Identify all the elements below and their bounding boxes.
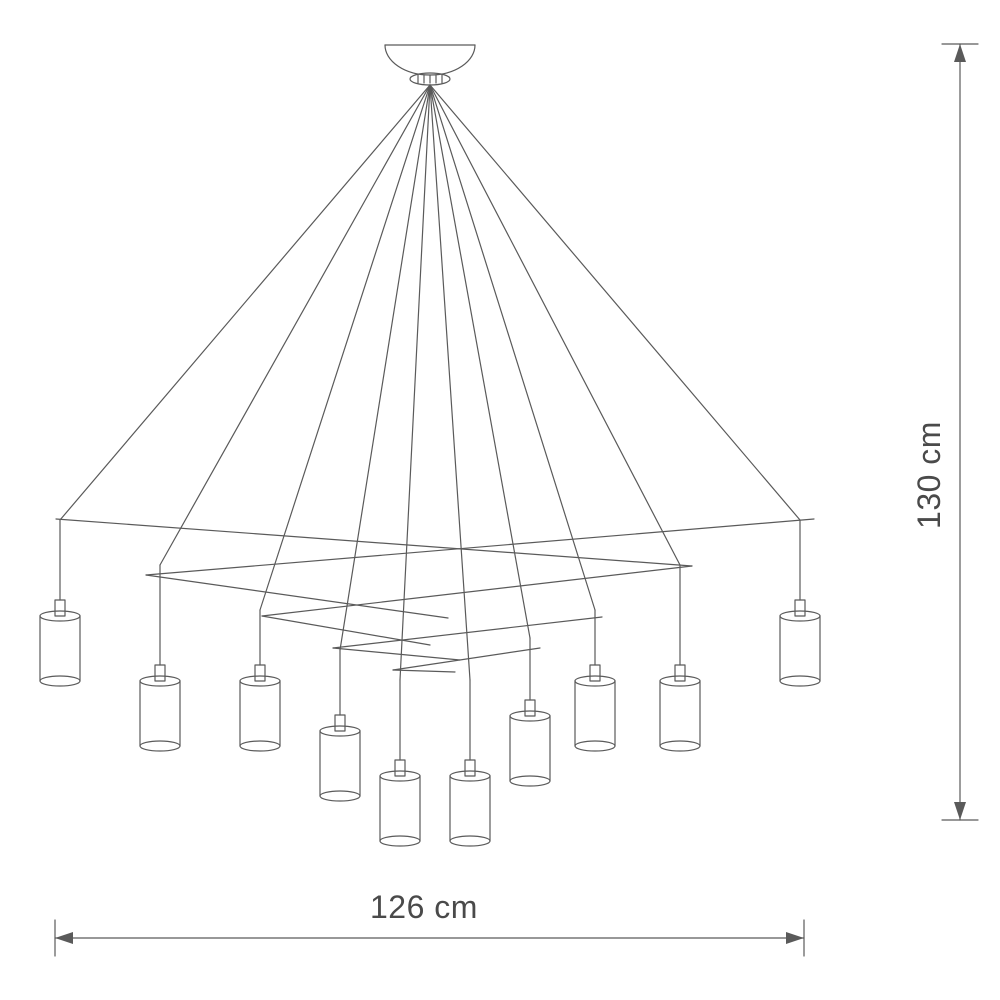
height-dimension-label: 130 cm bbox=[911, 421, 947, 529]
width-dimension-label: 126 cm bbox=[370, 889, 478, 925]
technical-drawing: 126 cm 130 cm bbox=[0, 0, 1000, 1000]
